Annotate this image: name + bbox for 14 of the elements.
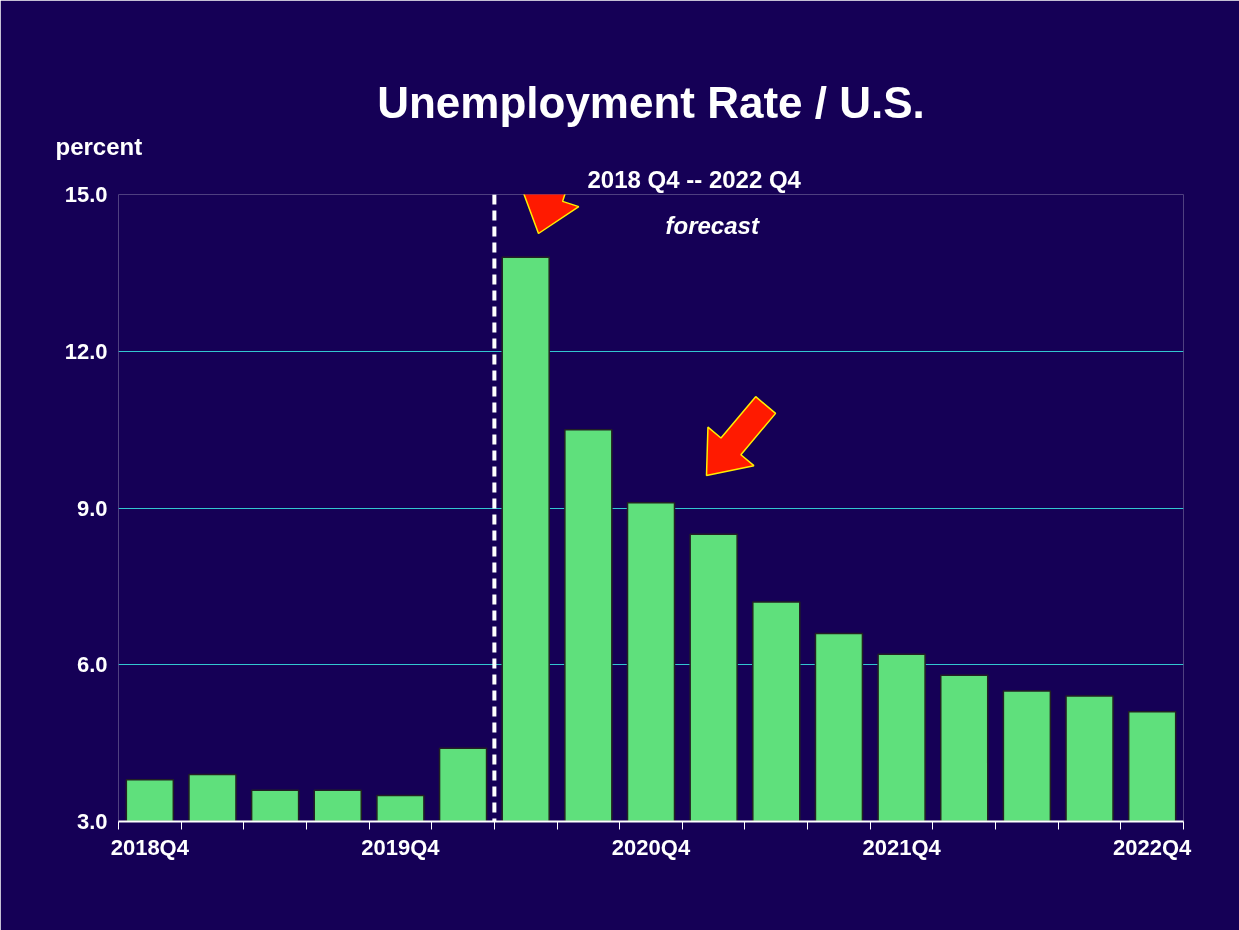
- y-axis-title: percent: [55, 132, 143, 160]
- x-tick-label: 2018Q4: [110, 834, 190, 860]
- chart-title: Unemployment Rate / U.S.: [377, 77, 925, 127]
- y-tick-label: 3.0: [76, 809, 108, 834]
- chart-subtitle: 2018 Q4 -- 2022 Q4: [587, 165, 802, 193]
- x-tick-label: 2019Q4: [361, 834, 441, 860]
- y-tick-label: 6.0: [76, 652, 108, 678]
- x-tick-label: 2020Q4: [611, 834, 691, 860]
- y-tick-label: 15.0: [64, 182, 108, 207]
- x-tick-label: 2021Q4: [862, 834, 942, 860]
- annotation: forecast: [665, 212, 760, 239]
- x-tick-label: 2022Q4: [1113, 834, 1193, 860]
- y-tick-label: 12.0: [64, 338, 108, 364]
- y-tick-label: 9.0: [76, 495, 108, 521]
